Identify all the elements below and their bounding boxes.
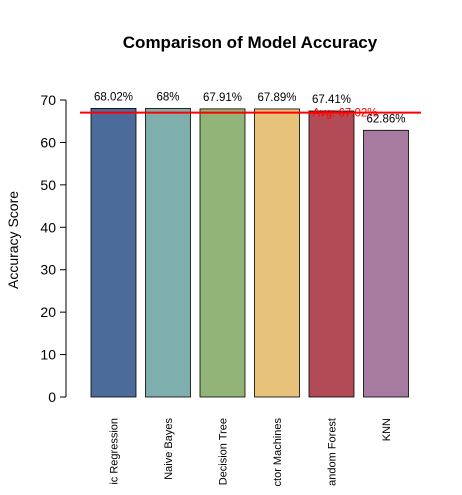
- y-tick-label: 0: [48, 389, 56, 405]
- bar: [308, 110, 355, 398]
- data-label: 68%: [156, 91, 179, 103]
- category-label: KNN: [381, 418, 393, 441]
- bars-group: [90, 108, 409, 398]
- data-labels: 68.02% 68% 67.91% 67.89% 67.41% 62.86%: [94, 91, 406, 125]
- average-label: Avg: 67.02%: [312, 108, 377, 120]
- y-tick-label: 40: [40, 219, 56, 235]
- category-labels: ic Regression Naive Bayes Decision Tree cto…: [109, 418, 394, 487]
- data-label: 67.89%: [257, 92, 296, 104]
- data-label: 67.91%: [203, 92, 242, 104]
- y-tick-label: 50: [40, 177, 56, 193]
- bar: [145, 108, 191, 398]
- chart-title: Comparison of Model Accuracy: [123, 33, 378, 52]
- y-tick-label: 30: [40, 262, 56, 278]
- data-label: 68.02%: [94, 91, 133, 103]
- bar: [90, 108, 137, 398]
- y-tick-label: 70: [40, 92, 56, 108]
- category-label: Naive Bayes: [163, 418, 175, 480]
- bar: [254, 108, 300, 398]
- average-line-group: Avg: 67.02%: [80, 108, 421, 120]
- data-label: 62.86%: [366, 113, 405, 125]
- bar: [199, 108, 246, 398]
- y-axis: 0 10 20 30 40 50 60 70: [40, 92, 67, 405]
- category-label: ic Regression: [109, 418, 121, 485]
- data-label: 67.41%: [312, 94, 351, 106]
- category-label: ctor Machines: [272, 418, 284, 487]
- category-label: Decision Tree: [218, 418, 230, 485]
- category-label: andom Forest: [327, 418, 339, 486]
- y-tick-label: 20: [40, 304, 56, 320]
- y-axis-label: Accuracy Score: [5, 191, 21, 289]
- y-tick-label: 10: [40, 347, 56, 363]
- y-tick-label: 60: [40, 134, 56, 150]
- bar: [363, 129, 409, 398]
